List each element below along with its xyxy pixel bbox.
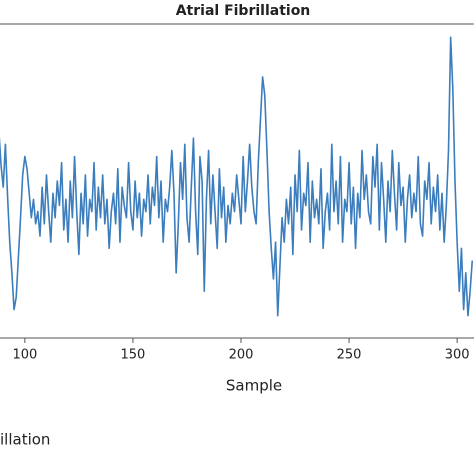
x-tick-label: 100 bbox=[12, 348, 37, 363]
x-tick-label: 250 bbox=[337, 348, 362, 363]
caption: illation bbox=[0, 431, 50, 449]
x-tick-label: 300 bbox=[445, 348, 470, 363]
x-tick-label: 200 bbox=[229, 348, 254, 363]
chart-title: Atrial Fibrillation bbox=[176, 3, 311, 19]
x-tick-label: 150 bbox=[121, 348, 146, 363]
x-axis-label: Sample bbox=[226, 377, 282, 395]
data-line bbox=[0, 36, 474, 317]
